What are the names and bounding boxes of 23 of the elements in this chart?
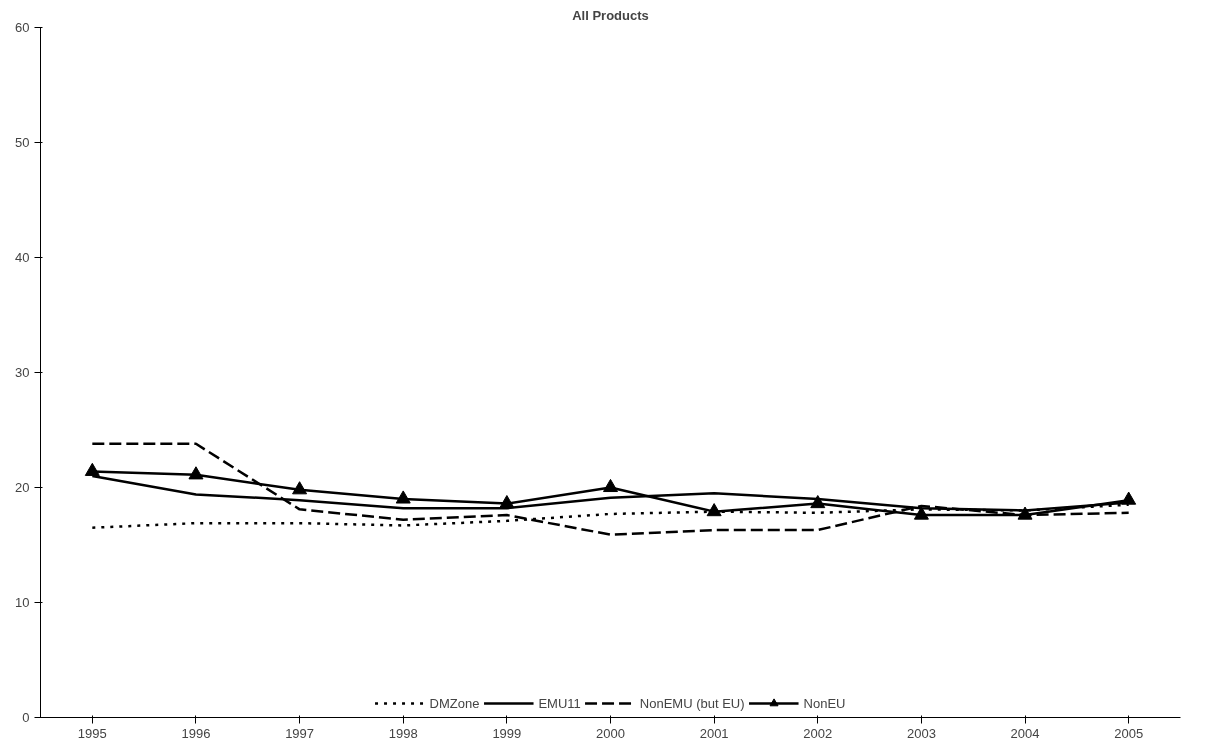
x-tick-label: 1997 (285, 725, 315, 741)
y-tick-label: 20 (15, 480, 30, 495)
y-tick-label: 40 (15, 250, 30, 265)
y-tick-label: 50 (15, 135, 30, 150)
legend-label: NonEU (803, 695, 846, 711)
y-tick-label: 60 (15, 20, 30, 35)
x-tick-label: 1999 (492, 725, 522, 741)
x-tick-label: 1998 (388, 725, 418, 741)
y-tick-label: 30 (15, 365, 30, 380)
x-tick-label: 2004 (1010, 725, 1040, 741)
y-tick-label: 0 (22, 710, 30, 725)
x-tick-label: 2001 (699, 725, 729, 741)
x-tick-label: 2002 (803, 725, 833, 741)
legend-label: NonEMU (but EU) (639, 695, 745, 711)
legend-label: DMZone (429, 695, 480, 711)
chart-title: All Products (572, 7, 649, 23)
x-tick-label: 2000 (596, 725, 625, 741)
legend-label: EMU11 (538, 695, 581, 711)
x-tick-label: 1995 (77, 725, 107, 741)
x-tick-label: 2005 (1114, 725, 1144, 741)
x-tick-label: 2003 (906, 725, 936, 741)
x-tick-label: 1996 (181, 725, 211, 741)
y-tick-label: 10 (15, 595, 30, 610)
